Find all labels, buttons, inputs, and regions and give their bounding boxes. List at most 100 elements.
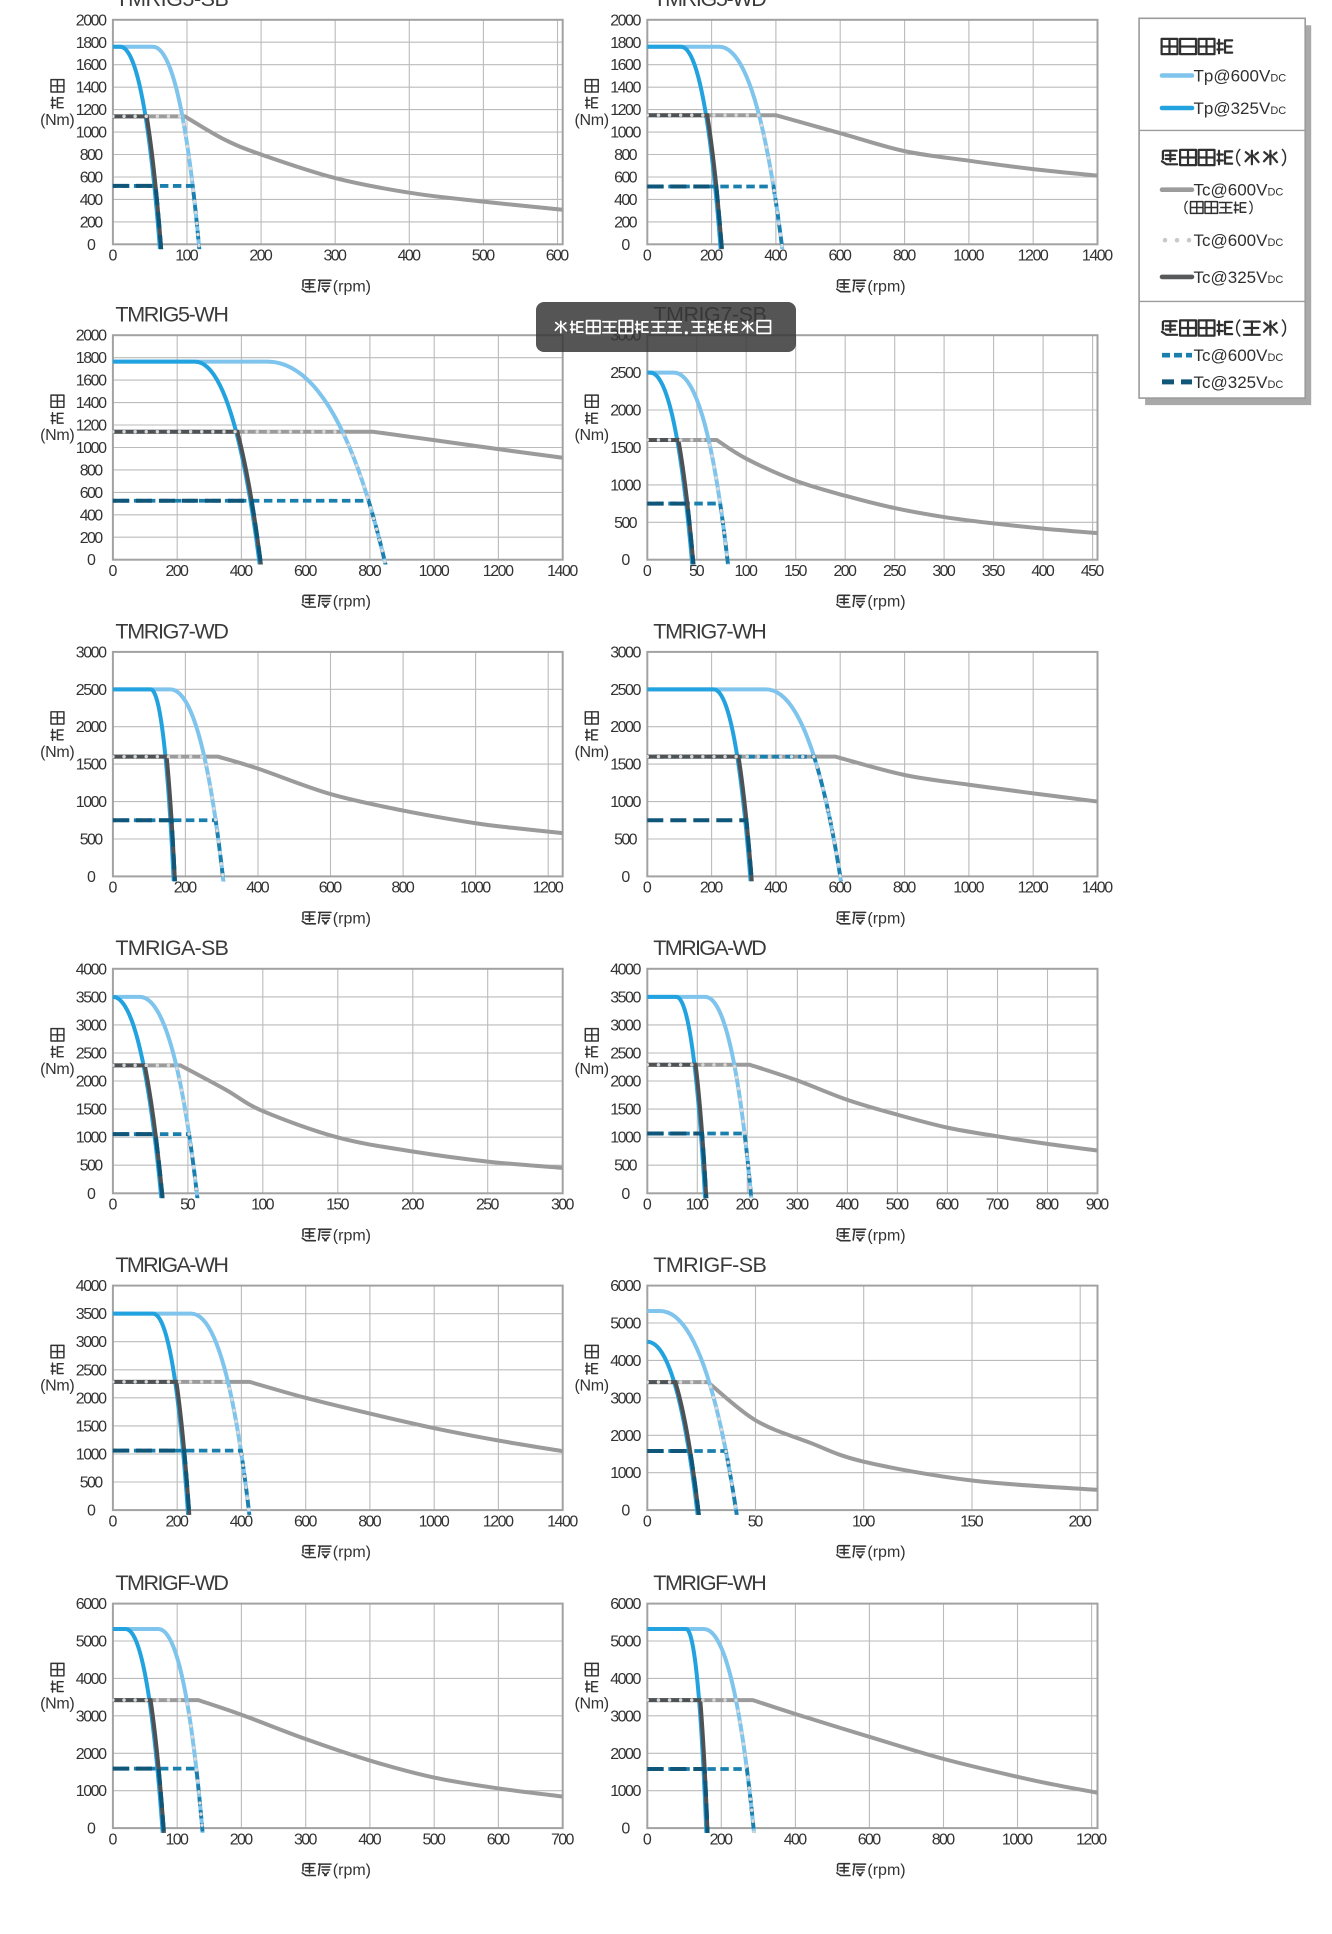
svg-text:300: 300 (324, 248, 347, 265)
svg-text:300: 300 (932, 563, 955, 580)
svg-text:2000: 2000 (76, 328, 107, 345)
svg-text:300: 300 (294, 1831, 317, 1848)
svg-text:1400: 1400 (76, 395, 107, 412)
svg-text:(Nm): (Nm) (40, 112, 75, 129)
svg-text:2000: 2000 (610, 719, 641, 736)
svg-text:500: 500 (886, 1197, 909, 1214)
svg-text:1000: 1000 (953, 248, 984, 265)
svg-text:(rpm): (rpm) (867, 1544, 905, 1561)
svg-text:0: 0 (643, 248, 652, 265)
svg-text:3000: 3000 (76, 1334, 107, 1351)
svg-text:0: 0 (621, 1821, 630, 1838)
svg-text:2000: 2000 (610, 12, 641, 29)
svg-text:1200: 1200 (76, 418, 107, 435)
svg-text:2000: 2000 (610, 1074, 641, 1091)
svg-text:2500: 2500 (76, 682, 107, 699)
svg-text:800: 800 (1036, 1197, 1059, 1214)
svg-text:2500: 2500 (76, 1046, 107, 1063)
svg-text:400: 400 (784, 1831, 807, 1848)
svg-text:200: 200 (80, 530, 103, 547)
svg-text:Tc@600VDC: Tc@600VDC (1194, 181, 1284, 200)
svg-text:TMRIG7-WH: TMRIG7-WH (653, 619, 767, 643)
svg-text:1000: 1000 (76, 125, 107, 142)
svg-text:1500: 1500 (76, 1418, 107, 1435)
svg-text:200: 200 (1069, 1513, 1092, 1530)
svg-text:(rpm): (rpm) (867, 910, 905, 927)
svg-text:4000: 4000 (76, 1671, 107, 1688)
svg-text:400: 400 (836, 1197, 859, 1214)
svg-text:1800: 1800 (76, 35, 107, 52)
svg-text:0: 0 (108, 880, 117, 897)
svg-text:800: 800 (893, 248, 916, 265)
svg-text:0: 0 (643, 1831, 652, 1848)
svg-text:TMRIG5-WD: TMRIG5-WD (653, 0, 767, 11)
svg-text:50: 50 (689, 563, 705, 580)
svg-text:1000: 1000 (419, 1513, 450, 1530)
svg-text:TMRIGA-SB: TMRIGA-SB (115, 936, 228, 960)
svg-text:700: 700 (986, 1197, 1009, 1214)
svg-text:1000: 1000 (610, 477, 641, 494)
svg-text:1500: 1500 (610, 440, 641, 457)
svg-text:4000: 4000 (610, 961, 641, 978)
svg-text:500: 500 (80, 1475, 103, 1492)
svg-text:1500: 1500 (610, 757, 641, 774)
svg-text:Tc@325VDC: Tc@325VDC (1194, 268, 1284, 287)
svg-text:400: 400 (230, 563, 253, 580)
svg-text:(Nm): (Nm) (575, 427, 610, 444)
svg-text:0: 0 (87, 1821, 96, 1838)
svg-text:0: 0 (108, 1831, 117, 1848)
svg-text:0: 0 (643, 880, 652, 897)
svg-text:0: 0 (87, 237, 96, 254)
svg-text:250: 250 (883, 563, 906, 580)
svg-text:(Nm): (Nm) (575, 1378, 610, 1395)
svg-text:(Nm): (Nm) (575, 112, 610, 129)
svg-text:(Nm): (Nm) (575, 1061, 610, 1078)
svg-text:500: 500 (614, 832, 637, 849)
svg-text:1200: 1200 (76, 102, 107, 119)
svg-text:5000: 5000 (610, 1316, 641, 1333)
svg-text:600: 600 (487, 1831, 510, 1848)
svg-text:2000: 2000 (76, 12, 107, 29)
svg-text:1400: 1400 (547, 563, 578, 580)
svg-text:2500: 2500 (610, 682, 641, 699)
svg-text:Tc@325VDC: Tc@325VDC (1194, 373, 1284, 392)
svg-text:500: 500 (614, 515, 637, 532)
svg-text:300: 300 (551, 1197, 574, 1214)
svg-text:100: 100 (166, 1831, 189, 1848)
svg-text:100: 100 (686, 1197, 709, 1214)
svg-text:400: 400 (80, 192, 103, 209)
svg-text:4000: 4000 (610, 1353, 641, 1370)
svg-text:200: 200 (174, 880, 197, 897)
svg-text:0: 0 (108, 1513, 117, 1530)
svg-text:1400: 1400 (1082, 248, 1113, 265)
svg-text:0: 0 (108, 1197, 117, 1214)
svg-text:400: 400 (1031, 563, 1054, 580)
svg-text:0: 0 (87, 1503, 96, 1520)
svg-text:100: 100 (175, 248, 198, 265)
svg-text:Tc@600VDC: Tc@600VDC (1194, 231, 1284, 250)
svg-text:0: 0 (621, 1503, 630, 1520)
svg-text:1000: 1000 (460, 880, 491, 897)
svg-text:600: 600 (546, 248, 569, 265)
svg-text:3000: 3000 (610, 1390, 641, 1407)
svg-text:TMRIGA-WH: TMRIGA-WH (115, 1253, 228, 1277)
svg-text:200: 200 (401, 1197, 424, 1214)
svg-text:(rpm): (rpm) (333, 278, 371, 295)
svg-text:600: 600 (294, 1513, 317, 1530)
svg-text:(Nm): (Nm) (40, 427, 75, 444)
svg-text:1200: 1200 (483, 563, 514, 580)
svg-text:2000: 2000 (76, 719, 107, 736)
svg-text:(Nm): (Nm) (40, 1696, 75, 1713)
svg-text:600: 600 (829, 880, 852, 897)
svg-text:150: 150 (960, 1513, 983, 1530)
svg-text:3500: 3500 (76, 989, 107, 1006)
svg-text:600: 600 (80, 170, 103, 187)
svg-text:600: 600 (614, 170, 637, 187)
svg-text:600: 600 (80, 485, 103, 502)
svg-text:0: 0 (643, 1513, 652, 1530)
svg-text:1200: 1200 (1018, 880, 1049, 897)
svg-text:1600: 1600 (76, 57, 107, 74)
svg-text:(rpm): (rpm) (867, 278, 905, 295)
svg-text:Tp@325VDC: Tp@325VDC (1194, 99, 1287, 118)
svg-text:400: 400 (246, 880, 269, 897)
